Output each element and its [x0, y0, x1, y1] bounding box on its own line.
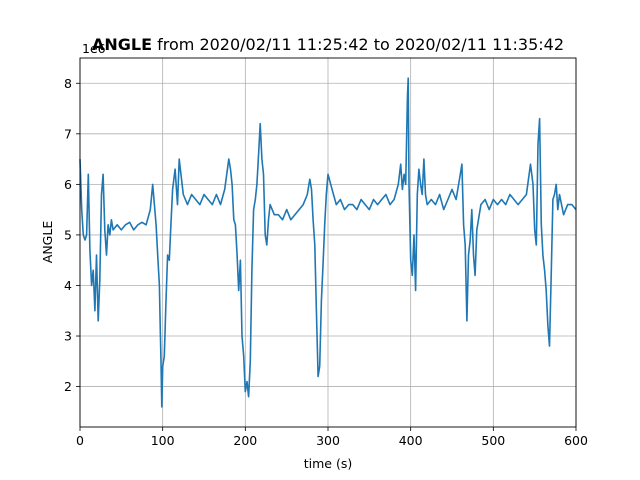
x-tick-label: 200 — [233, 433, 257, 448]
chart-title-bold: ANGLE — [92, 35, 152, 54]
ticks: 0 100 200 300 400 500 600 2 3 4 5 6 7 8 — [64, 76, 588, 448]
y-tick-label: 7 — [64, 126, 72, 141]
y-tick-label: 5 — [64, 227, 72, 242]
x-tick-label: 500 — [481, 433, 505, 448]
y-axis-label: ANGLE — [40, 221, 55, 264]
x-tick-label: 300 — [316, 433, 340, 448]
chart-title: ANGLE from 2020/02/11 11:25:42 to 2020/0… — [92, 35, 564, 54]
x-tick-label: 600 — [564, 433, 588, 448]
chart-title-rest: from 2020/02/11 11:25:42 to 2020/02/11 1… — [152, 35, 564, 54]
y-tick-label: 8 — [64, 76, 72, 91]
x-axis-label: time (s) — [304, 456, 352, 471]
series-layer — [79, 77, 577, 408]
y-tick-label: 2 — [64, 379, 72, 394]
x-tick-label: 400 — [399, 433, 423, 448]
y-offset-label: 1e6 — [82, 41, 106, 56]
y-tick-label: 6 — [64, 177, 72, 192]
series-line-0 — [79, 77, 577, 408]
x-tick-label: 100 — [151, 433, 175, 448]
y-tick-label: 4 — [64, 278, 72, 293]
y-tick-label: 3 — [64, 329, 72, 344]
x-tick-label: 0 — [76, 433, 84, 448]
